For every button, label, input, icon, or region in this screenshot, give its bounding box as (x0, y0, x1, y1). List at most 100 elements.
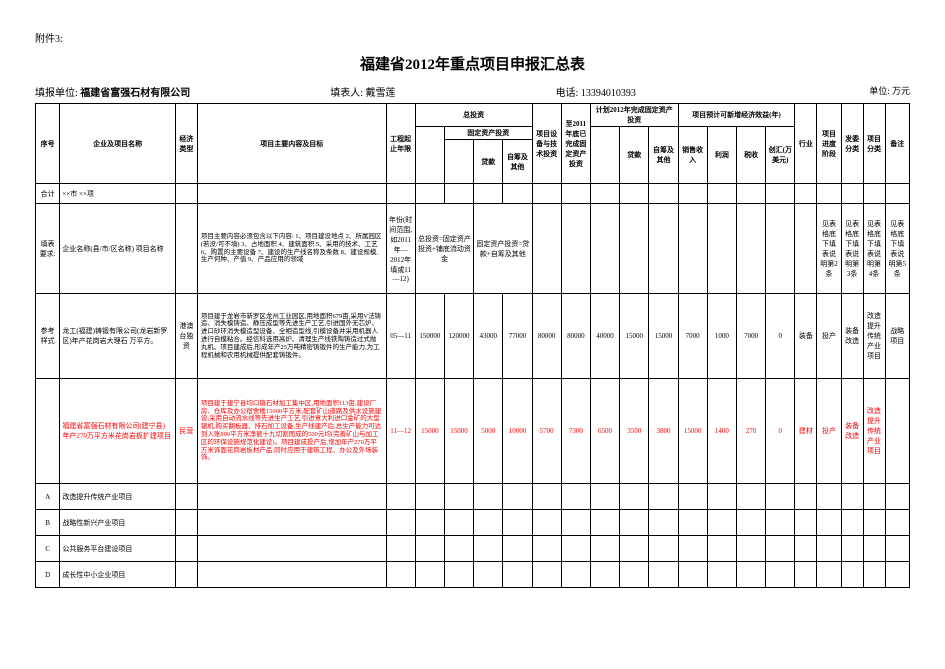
th-plan2012: 计划2012年完成固定资产投资 (590, 104, 678, 127)
attachment-label: 附件3: (35, 30, 910, 45)
cell-ref-v11: 1000 (707, 294, 736, 379)
cell-c-seq: C (36, 536, 60, 562)
th-plan-blank (590, 127, 619, 184)
cell-red-v8: 3500 (620, 379, 649, 484)
cell-red-cat1: 装备改造 (841, 379, 863, 484)
th-done2011: 至2011年底已完成固定资产投资 (561, 104, 590, 184)
cell-ref-v8: 15000 (620, 294, 649, 379)
cell-fill-name: 企业名称(县/市/区名称) 项目名称 (60, 204, 176, 294)
unit-value: 福建省富强石材有限公司 (80, 88, 190, 99)
cell-ref-type: 港澳台独资 (175, 294, 197, 379)
cell-red-stage: 投产 (817, 379, 841, 484)
header-row: 填报单位: 福建省富强石材有限公司 填表人: 戴雪莲 电话: 133940103… (35, 84, 910, 99)
th-seq: 序号 (36, 104, 60, 184)
cell-red-content: 项目建于建宁县均口镇石材加工集中区,用地面积113亩,建设厂房、仓库及办公宿舍楼… (197, 379, 386, 484)
th-remark: 备注 (885, 104, 910, 184)
phone-block: 电话: 13394010393 (556, 84, 636, 99)
row-instructions: 填表要求: 企业名称(县/市/区名称) 项目名称 项目主要内容必须包含以下内容:… (36, 204, 910, 294)
th-sales: 销售收入 (678, 127, 707, 184)
cell-ref-v1: 150000 (415, 294, 444, 379)
unit-label: 填报单位: (35, 88, 78, 99)
cell-heji-seq: 合计 (36, 184, 60, 204)
cell-ref-v7: 40000 (590, 294, 619, 379)
cell-fill-total: 总投资=固定资产投资+铺底流动资金 (415, 204, 473, 294)
th-tax: 税收 (736, 127, 765, 184)
unit-right: 单位: 万元 (869, 84, 910, 99)
cell-ref-period: 05—11 (386, 294, 415, 379)
th-period: 工程起止年限 (386, 104, 415, 184)
cell-ref-v6: 80000 (561, 294, 590, 379)
cell-red-v5: 5700 (532, 379, 561, 484)
cell-fill-period: 年份(时间范围,如2011年—2012年填或11—12) (386, 204, 415, 294)
cell-ref-v9: 15000 (649, 294, 678, 379)
th-name: 企业及项目名称 (60, 104, 176, 184)
phone-label: 电话: (556, 88, 579, 99)
cell-ref-v4: 77000 (503, 294, 532, 379)
cell-red-v11: 1400 (707, 379, 736, 484)
th-stage: 项目进度阶段 (817, 104, 841, 184)
cell-red-v2: 15000 (444, 379, 473, 484)
cell-red-v12: 270 (736, 379, 765, 484)
row-category-d: D 成长性中小企业项目 (36, 562, 910, 588)
cell-red-v1: 15000 (415, 379, 444, 484)
cell-fill-remark: 见表格底下填表说明第5条 (885, 204, 910, 294)
phone-value: 13394010393 (581, 88, 636, 99)
th-total-inv: 总投资 (415, 104, 532, 127)
filler-value: 戴雪莲 (366, 88, 396, 99)
cell-red-v10: 15000 (678, 379, 707, 484)
cell-a-name: 改造提升传统产业项目 (60, 484, 176, 510)
cell-ref-v5: 80000 (532, 294, 561, 379)
cell-red-v3: 5000 (474, 379, 503, 484)
cell-ref-v2: 120000 (444, 294, 473, 379)
page-title: 福建省2012年重点项目申报汇总表 (35, 53, 910, 74)
cell-red-v13: 0 (766, 379, 795, 484)
cell-ref-seq: 参考样式 (36, 294, 60, 379)
th-fixed-inv: 固定资产投资 (444, 127, 532, 140)
row-category-a: A 改造提升传统产业项目 (36, 484, 910, 510)
cell-red-v6: 7300 (561, 379, 590, 484)
th-cat2: 项目分类 (863, 104, 885, 184)
th-profit: 利润 (707, 127, 736, 184)
cell-red-cat2: 改造提升传统产业项目 (863, 379, 885, 484)
filler-block: 填表人: 戴雪莲 (330, 84, 395, 99)
th-fixed-blank (444, 140, 473, 184)
cell-red-name: 福建省富强石材有限公司(建宁县) 年产270万平方米花岗岩板扩建项目 (60, 379, 176, 484)
cell-red-type: 民营 (175, 379, 197, 484)
th-self: 自筹及其他 (503, 140, 532, 184)
cell-fill-cat2: 见表格底下填表说明第4条 (863, 204, 885, 294)
row-reference: 参考样式 龙工(福建)铸锻有限公司(龙岩新罗区)年产花岗岩大理石 万平方。 港澳… (36, 294, 910, 379)
th-total-blank (415, 127, 444, 184)
cell-d-name: 成长性中小企业项目 (60, 562, 176, 588)
row-total: 合计 ××市 ××项 (36, 184, 910, 204)
th-econ: 项目预计可新增经济效益(年) (678, 104, 795, 127)
unit-block: 填报单位: 福建省富强石材有限公司 (35, 84, 190, 99)
cell-fill-cat1: 见表格底下填表说明第3条 (841, 204, 863, 294)
cell-red-v9: 3800 (649, 379, 678, 484)
table-header: 序号 企业及项目名称 经济类型 项目主要内容及目标 工程起止年限 总投资 项目设… (36, 104, 910, 184)
main-table: 序号 企业及项目名称 经济类型 项目主要内容及目标 工程起止年限 总投资 项目设… (35, 103, 910, 588)
cell-heji-name: ××市 ××项 (60, 184, 176, 204)
filler-label: 填表人: (330, 88, 363, 99)
th-plan-self: 自筹及其他 (649, 127, 678, 184)
cell-fill-content: 项目主要内容必须包含以下内容: 1、项目建设地点 2、所属园区(若没/可不填) … (197, 204, 386, 294)
th-content: 项目主要内容及目标 (197, 104, 386, 184)
cell-ref-cat1: 装备改造 (841, 294, 863, 379)
cell-b-name: 战略性新兴产业项目 (60, 510, 176, 536)
th-cat1: 发委分类 (841, 104, 863, 184)
th-industry: 行业 (795, 104, 817, 184)
cell-ref-remark: 战略项目 (885, 294, 910, 379)
cell-ref-v12: 7000 (736, 294, 765, 379)
cell-fill-seq: 填表要求: (36, 204, 60, 294)
cell-ref-v3: 43000 (474, 294, 503, 379)
row-category-b: B 战略性新兴产业项目 (36, 510, 910, 536)
cell-ref-industry: 装备 (795, 294, 817, 379)
cell-ref-name: 龙工(福建)铸锻有限公司(龙岩新罗区)年产花岗岩大理石 万平方。 (60, 294, 176, 379)
cell-fill-fixed: 固定资产投资=贷款+自筹及其他 (474, 204, 532, 294)
cell-d-seq: D (36, 562, 60, 588)
th-type: 经济类型 (175, 104, 197, 184)
th-loan: 贷款 (474, 140, 503, 184)
cell-c-name: 公共服务平台建设项目 (60, 536, 176, 562)
cell-ref-v13: 0 (766, 294, 795, 379)
cell-ref-v10: 7000 (678, 294, 707, 379)
th-equip: 项目设备与技术投资 (532, 104, 561, 184)
